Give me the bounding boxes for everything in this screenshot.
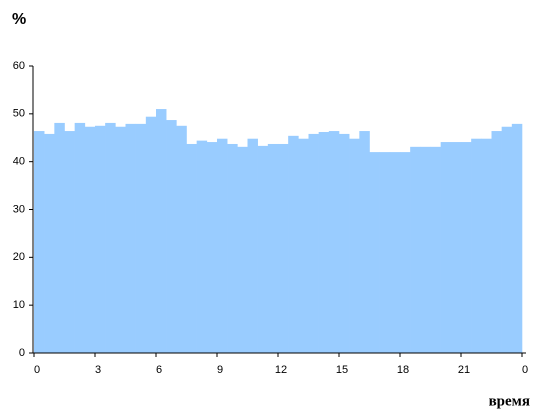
bar [389,152,401,353]
y-tick-label: 20 [13,251,25,263]
y-tick-label: 50 [13,108,25,120]
bar [54,122,65,354]
x-tick-label: 21 [458,364,470,376]
bar [491,131,502,353]
bar [410,146,421,353]
bar [145,116,157,353]
bar [74,122,86,354]
x-tick-label: 15 [336,364,348,376]
bar [339,133,350,353]
bar [34,131,45,353]
bar [196,140,208,353]
bar [95,125,106,354]
bar [471,138,482,353]
bar [379,152,391,353]
bar [115,126,126,353]
x-tick-label: 9 [217,364,223,376]
y-tick-label: 10 [13,299,25,311]
bar [166,120,177,353]
bar [278,143,289,353]
bar [237,146,248,353]
bar [257,145,269,353]
bar [186,143,197,353]
y-tick-label: 30 [13,203,25,215]
bar [359,131,370,353]
bar [135,123,147,354]
x-axis-label: время [489,393,530,409]
bar [349,138,360,353]
bar [430,146,441,353]
y-tick-label: 0 [19,347,25,359]
bar [450,142,462,353]
x-tick-label: 3 [95,364,101,376]
bar [400,152,411,353]
bar [176,125,187,354]
x-tick-label: 12 [275,364,287,376]
bar [318,132,330,353]
bar [105,122,116,354]
bar [247,138,258,353]
bar [440,142,452,353]
x-tick-label: 0 [34,364,40,376]
y-tick-label: 40 [13,156,25,168]
bar [206,142,218,353]
bar [156,109,167,353]
bar [511,123,523,354]
bar [125,123,136,354]
bar [217,138,228,353]
bar [501,126,513,353]
bar [461,142,472,353]
x-tick-label: 18 [397,364,409,376]
x-tick-label: 0 [522,364,528,376]
bar [420,146,431,353]
y-tick-label: 60 [13,60,25,72]
x-tick-label: 6 [156,364,162,376]
bar [227,143,238,353]
bar [84,126,96,353]
bar [267,143,279,353]
bar [369,152,380,353]
bar [288,135,299,353]
bar [298,138,309,353]
bar [481,138,492,353]
bar [64,131,75,353]
bar [328,131,340,353]
bar [308,133,319,353]
y-axis-label: % [12,11,26,28]
bar [44,133,55,353]
